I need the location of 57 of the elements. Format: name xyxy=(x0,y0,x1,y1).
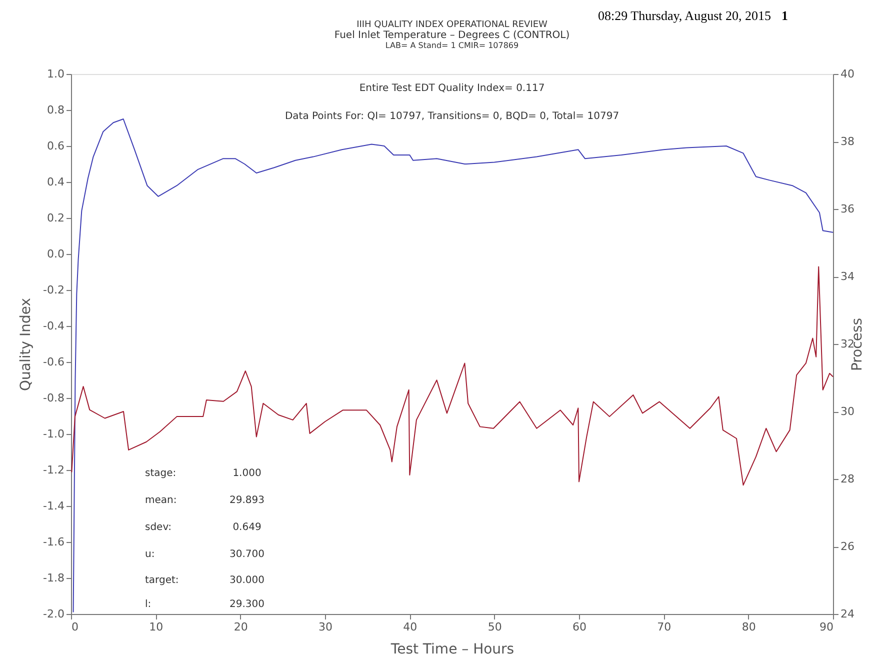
y-tick-label: -2.0 xyxy=(43,608,64,620)
x-axis-title: Test Time – Hours xyxy=(390,642,514,658)
y-tick-label: -0.4 xyxy=(43,320,64,332)
line-series xyxy=(71,266,834,486)
chart-subtitle: Fuel Inlet Temperature – Degrees C (CONTROL) xyxy=(334,30,570,41)
y-tick-label: 1.0 xyxy=(47,68,64,80)
annotation: target: xyxy=(145,575,179,586)
y2-tick-label: 30 xyxy=(840,405,854,418)
y-tick-label: -0.8 xyxy=(43,392,64,404)
x-tick-label: 30 xyxy=(318,620,332,634)
annotation: 1.000 xyxy=(232,468,262,479)
x-tick-label: 50 xyxy=(488,620,502,634)
y2-tick-label: 28 xyxy=(840,472,854,486)
y-tick-label: 0.6 xyxy=(47,140,64,152)
annotation: 30.000 xyxy=(230,575,264,586)
y-tick-label: -1.4 xyxy=(43,500,64,512)
annotation: sdev: xyxy=(145,522,172,533)
y-tick-label: -1.0 xyxy=(43,428,64,440)
annotation: Entire Test EDT Quality Index= 0.117 xyxy=(359,83,545,94)
y-tick-label: 0.4 xyxy=(47,176,64,188)
y2-tick-label: 40 xyxy=(840,68,854,80)
x-tick-label: 0 xyxy=(72,620,78,634)
x-tick-label: 20 xyxy=(234,620,248,634)
y-tick-label: -1.8 xyxy=(43,572,64,584)
y-tick-label: 0.0 xyxy=(47,248,64,260)
text: LAB= A Stand= 1 CMIR= 107869 xyxy=(385,41,519,50)
y-tick-label: 0.8 xyxy=(47,104,64,116)
x-tick-label: 70 xyxy=(657,620,672,634)
text: 1 xyxy=(782,8,788,23)
x-tick-label: 90 xyxy=(820,620,834,634)
x-tick-label: 10 xyxy=(149,620,164,634)
annotation: 29.893 xyxy=(230,495,264,506)
annotation: u: xyxy=(145,549,155,560)
y2-tick-label: 38 xyxy=(840,135,854,148)
y-tick-label: -1.2 xyxy=(43,464,64,476)
annotation: 30.700 xyxy=(230,549,264,560)
annotation: Data Points For: QI= 10797, Transitions= 0, BQD= 0, Total= 10797 xyxy=(284,111,620,122)
text: 08:29 Thursday, August 20, 2015 xyxy=(598,8,771,23)
y-tick-label: 0.2 xyxy=(47,212,64,224)
y2-tick-label: 26 xyxy=(840,540,854,553)
x-tick-label: 40 xyxy=(403,620,418,634)
y-tick-label: -1.6 xyxy=(43,536,64,548)
x-tick-label: 80 xyxy=(742,620,756,634)
annotation: stage: xyxy=(145,468,176,479)
annotation: 29.300 xyxy=(230,599,264,610)
annotation: mean: xyxy=(145,495,177,506)
annotation: l: xyxy=(145,599,152,610)
y-tick-label: -0.2 xyxy=(43,284,64,296)
y-tick-label: -0.6 xyxy=(43,356,64,368)
y2-tick-label: 34 xyxy=(840,270,854,283)
y2-tick-label: 36 xyxy=(840,202,854,216)
annotation: 0.649 xyxy=(232,522,262,533)
chart-title: IIIH QUALITY INDEX OPERATIONAL REVIEW xyxy=(356,20,548,30)
x-tick-label: 60 xyxy=(572,620,586,634)
y2-tick-label: 24 xyxy=(840,608,854,620)
y-axis-title: Quality Index xyxy=(18,298,34,392)
y2-tick-label: 32 xyxy=(840,338,854,350)
